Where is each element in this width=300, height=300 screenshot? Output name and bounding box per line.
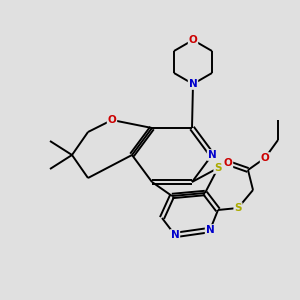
Text: S: S	[214, 163, 222, 173]
Text: S: S	[234, 203, 242, 213]
Text: N: N	[206, 225, 214, 235]
Text: N: N	[171, 230, 179, 240]
Text: O: O	[224, 158, 232, 168]
Text: O: O	[261, 153, 269, 163]
Text: N: N	[208, 150, 216, 160]
Text: O: O	[108, 115, 116, 125]
Text: O: O	[189, 35, 197, 45]
Text: N: N	[189, 79, 197, 89]
